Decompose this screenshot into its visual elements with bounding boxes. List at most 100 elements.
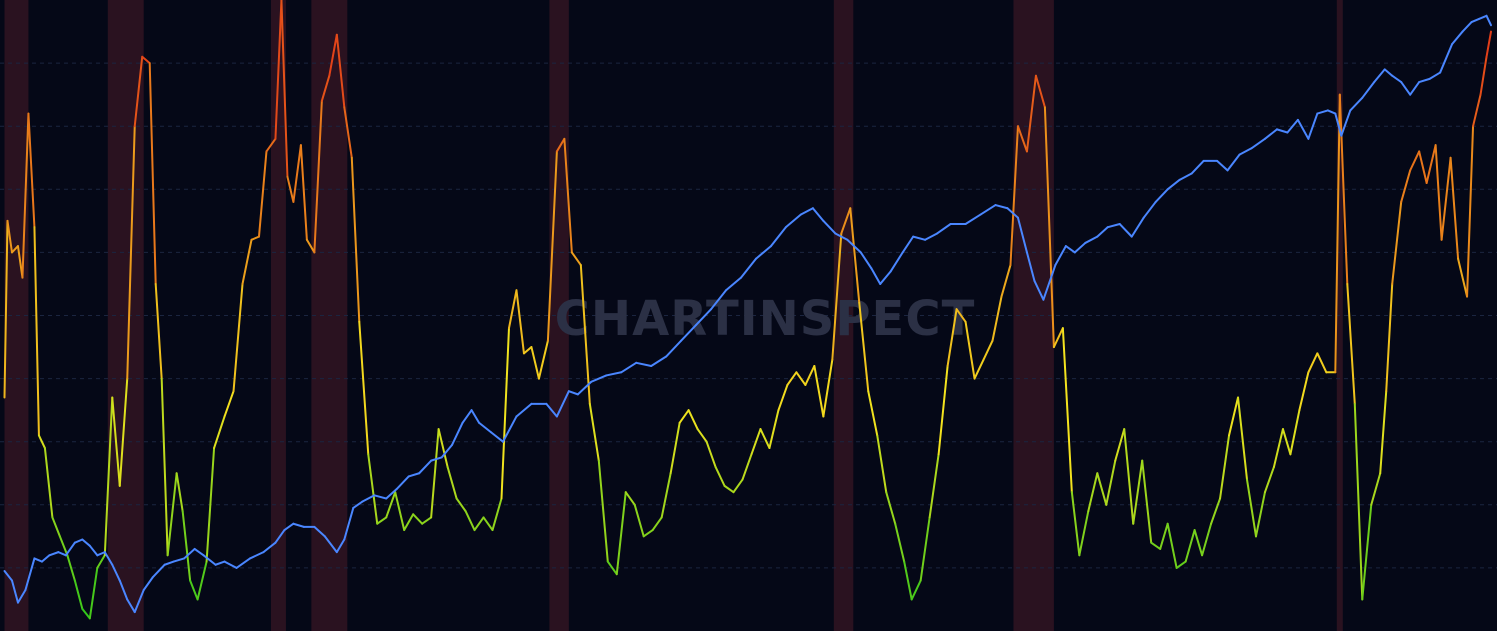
indicator-line-segment [1034,74,1046,109]
indicator-line-segment [1105,459,1117,506]
indicator-line-segment [1159,522,1169,550]
indicator-line-segment [367,453,379,525]
indicator-line-segment [148,62,157,285]
indicator-line-segment [181,510,192,582]
indicator-line-segment [1246,478,1257,538]
price-line-segment [1340,109,1352,137]
indicator-line-segment [813,364,825,418]
price-line-segment [1307,112,1319,140]
price-line-segment [1361,81,1376,99]
price-line-segment [1250,137,1266,150]
indicator-line-segment [973,358,985,380]
indicator-line-segment [1016,125,1028,153]
indicator-line-segment [1379,390,1388,475]
indicator-line-segment [196,560,208,601]
price-line-segment [193,547,205,557]
price-line-segment [1178,172,1193,181]
price-line-segment [994,204,1009,210]
indicator-line-segment [103,396,114,557]
price-line-segment [576,380,593,396]
indicator-line-segment [1370,472,1382,506]
indicator-line-segment [1391,200,1403,285]
price-line-segment [214,560,226,566]
indicator-line-segment [588,402,600,462]
indicator-line-segment [1346,282,1356,405]
indicator-line-segment [213,415,226,450]
indicator-line-segment [1425,144,1437,184]
indicator-line-segment [250,235,260,241]
indicator-line-segment [732,478,744,494]
price-line-segment [879,270,892,285]
indicator-line-segment [189,579,199,601]
indicator-line-segment [1114,428,1126,462]
indicator-line-segment [257,150,268,238]
price-line-segment [859,251,873,270]
price-line-segment [501,415,518,443]
indicator-line-segment [1298,371,1310,412]
price-line-segment [40,554,51,563]
indicator-line-segment [530,346,540,380]
price-line-segment [183,547,196,560]
price-line-segment [407,472,421,478]
price-line-segment [343,506,355,541]
indicator-line-segment [66,554,76,582]
price-line-segment [846,238,862,254]
indicator-line-segment [500,327,510,500]
indicator-line-segment [822,358,834,418]
price-line-segment [1042,264,1057,301]
price-line-segment [418,459,433,475]
indicator-line-segment [1289,409,1301,456]
price-line-segment [202,554,217,566]
price-line-segment [1286,118,1299,134]
price-line-segment [811,207,825,222]
price-line-segment [1073,241,1087,254]
price-line-segment [3,570,13,582]
price-line-segment [48,551,60,557]
indicator-line-segment [175,472,184,513]
price-line-segment [1154,188,1169,203]
indicator-line-segment [1281,428,1292,456]
price-line-segment [33,557,43,563]
price-line-segment [1025,251,1036,282]
indicator-line-segment [1096,472,1108,506]
price-line-segment [111,563,121,582]
indicator-line-segment [687,409,699,431]
indicator-line-segment [313,99,323,254]
price-line-segment [323,535,338,554]
price-line-segment [385,488,398,500]
price-line-segment [710,289,728,311]
indicator-line-segment [394,491,406,532]
indicator-line-segment [232,282,244,393]
indicator-line-segment [58,535,69,557]
indicator-line-segment [723,484,735,494]
indicator-line-segment [651,516,663,532]
price-line-segment [24,557,36,591]
price-line-segment [126,598,136,614]
price-line-segment [248,551,265,560]
indicator-line-segment [33,226,40,437]
indicator-line-segment [678,409,690,424]
indicator-line-segment [446,465,458,500]
price-line-segment [1439,43,1454,74]
indicator-line-segment [831,232,843,361]
price-line-segment [924,232,939,241]
price-line-segment [96,551,106,557]
indicator-line-segment [1472,93,1482,128]
indicator-line-segment [1272,428,1284,468]
indicator-line-segment [51,516,61,538]
indicator-line-segment [241,238,253,285]
indicator-line-segment [1385,282,1394,393]
price-line-segment [16,588,27,604]
price-line-segment [395,475,410,491]
indicator-line-segment [786,371,798,386]
indicator-line-segment [10,245,19,254]
price-line-segment [163,560,175,566]
indicator-line-segment [1485,30,1493,58]
indicator-line-segment [328,33,338,77]
price-line-segment [1106,223,1121,229]
indicator-line-segment [141,55,151,65]
indicator-line-segment [955,308,967,323]
price-line-segment [490,431,504,443]
price-line-segment [784,213,802,229]
indicator-line-segment [223,390,235,418]
